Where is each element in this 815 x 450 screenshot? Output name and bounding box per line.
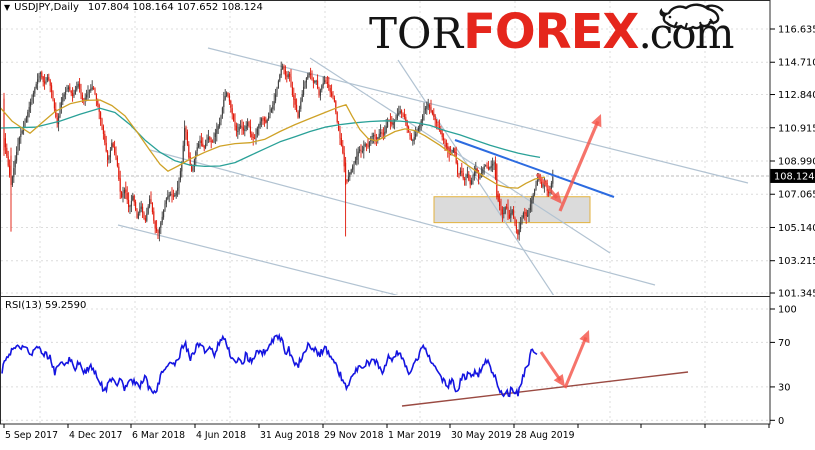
rsi-axis-label: 30 [778, 382, 790, 393]
trend-line[interactable] [149, 149, 656, 286]
price-axis-label: 105.140 [778, 223, 815, 234]
date-axis-label: 4 Dec 2017 [69, 430, 123, 441]
date-axis: 5 Sep 2017 4 Dec 2017 6 Mar 2018 4 Jun 2018… [3, 424, 770, 441]
date-axis-label: 29 Nov 2018 [324, 430, 384, 441]
price-axis-label: 110.915 [778, 123, 815, 134]
date-axis-label: 30 May 2019 [451, 430, 512, 441]
torforex-logo: TOR FOREX .com [369, 3, 734, 64]
date-axis-label: 1 Mar 2019 [388, 430, 441, 441]
date-axis-label: 31 Aug 2018 [260, 430, 320, 441]
svg-text:108.124: 108.124 [774, 171, 815, 182]
price-axis-label: 103.215 [778, 256, 815, 267]
price-axis-label: 116.635 [778, 25, 815, 36]
ma-fast-line [1, 99, 546, 189]
rsi-indicator-label: RSI(13) 59.2590 [5, 300, 87, 311]
trend-line[interactable] [309, 57, 611, 254]
date-axis-label: 5 Sep 2017 [5, 430, 58, 441]
trend-line[interactable] [117, 224, 400, 296]
trend-line[interactable] [207, 47, 749, 184]
rsi-axis-label: 70 [778, 338, 790, 349]
trend-lines[interactable] [117, 47, 749, 302]
ohlc-values: 107.804 108.164 107.652 108.124 [87, 2, 263, 13]
rsi-support-line[interactable] [401, 371, 689, 407]
rsi-line [1, 332, 538, 398]
trend-line-blue[interactable] [454, 139, 615, 198]
forecast-arrows[interactable] [535, 114, 602, 212]
rsi-forecast-arrows[interactable] [539, 330, 590, 389]
bull-icon [659, 3, 724, 30]
chart-title-overlay: ▼ USDJPY,Daily 107.804 108.164 107.652 108… [4, 2, 263, 13]
date-axis-label: 28 Aug 2019 [515, 430, 575, 441]
price-axis-label: 108.990 [778, 156, 815, 167]
logo-text-forex: FOREX [463, 4, 639, 60]
ma-slow-line [1, 107, 541, 168]
candlestick-series [3, 61, 554, 242]
logo-text-tor: TOR [369, 9, 464, 58]
rsi-axis-label: 100 [778, 305, 797, 316]
collapse-caret-icon[interactable]: ▼ [4, 3, 11, 12]
date-axis-label: 4 Jun 2018 [196, 430, 246, 441]
price-axis-label: 101.345 [778, 288, 815, 299]
current-price-tag: 108.124 [770, 168, 815, 183]
price-axis: 116.635 114.710 112.840 110.915 108.990 107.0… [770, 25, 815, 427]
price-axis-label: 112.840 [778, 90, 815, 101]
price-axis-label: 107.065 [778, 190, 815, 201]
price-axis-label: 114.710 [778, 58, 815, 69]
symbol-timeframe-label: USDJPY,Daily [14, 2, 79, 13]
rsi-axis-label: 0 [778, 416, 784, 427]
date-axis-label: 6 Mar 2018 [132, 430, 185, 441]
grid-lines [1, 1, 769, 423]
trend-line[interactable] [397, 59, 558, 302]
panel-frames [0, 0, 771, 425]
